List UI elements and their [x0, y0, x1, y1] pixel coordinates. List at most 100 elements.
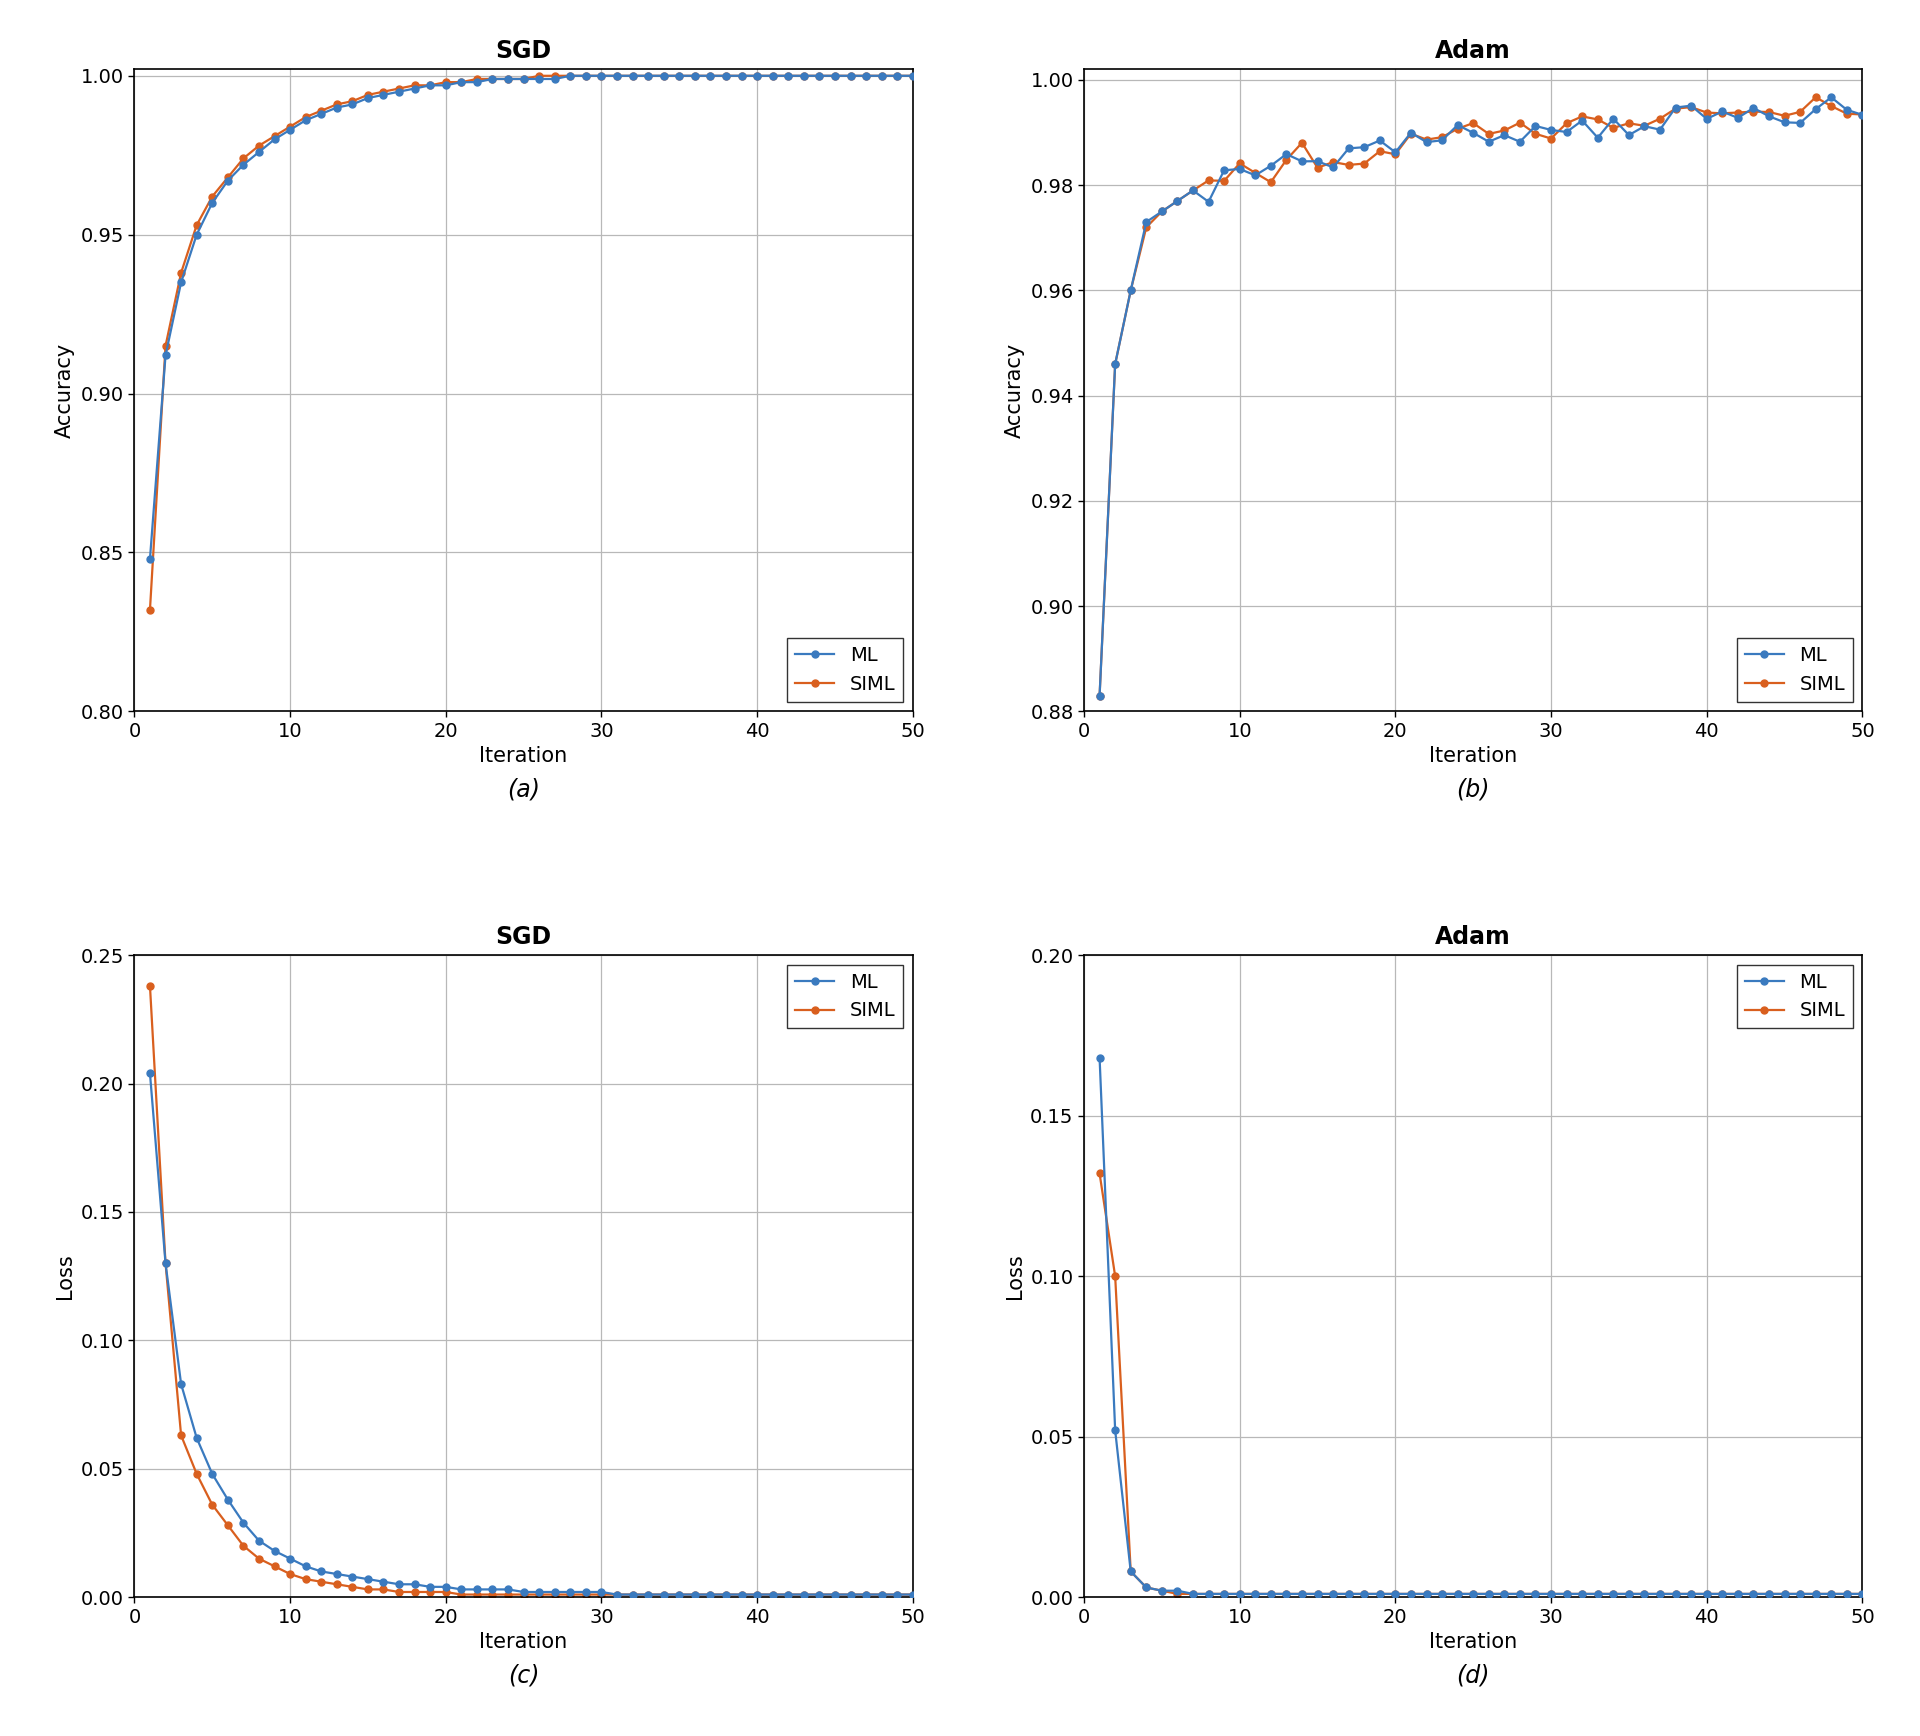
SIML	[1430, 127, 1453, 148]
SIML	[808, 1585, 831, 1606]
SIML	[1789, 101, 1812, 122]
Text: (c): (c)	[507, 1663, 540, 1687]
ML	[1836, 1583, 1859, 1604]
ML	[528, 68, 551, 89]
SIML	[1400, 1583, 1423, 1604]
ML	[465, 1580, 488, 1601]
SIML	[309, 1571, 332, 1592]
ML	[1836, 99, 1859, 120]
Title: SGD: SGD	[495, 925, 551, 950]
SIML	[1757, 1583, 1780, 1604]
Line: ML: ML	[146, 73, 916, 562]
ML	[1789, 1583, 1812, 1604]
Y-axis label: Loss: Loss	[56, 1253, 75, 1299]
ML	[1306, 1583, 1329, 1604]
ML	[1229, 1583, 1252, 1604]
SIML	[1150, 201, 1173, 222]
ML	[1336, 1583, 1359, 1604]
ML	[1571, 109, 1594, 130]
ML	[900, 1585, 924, 1606]
ML	[668, 66, 691, 87]
ML	[232, 155, 255, 175]
ML	[480, 68, 503, 89]
SIML	[403, 75, 426, 95]
X-axis label: Iteration: Iteration	[1428, 1632, 1517, 1653]
SIML	[465, 1585, 488, 1606]
SIML	[372, 82, 396, 102]
ML	[1695, 1583, 1718, 1604]
ML	[839, 1585, 862, 1606]
ML	[1820, 1583, 1843, 1604]
ML	[169, 1373, 192, 1394]
SIML	[885, 66, 908, 87]
Text: (b): (b)	[1457, 778, 1490, 802]
ML	[793, 66, 816, 87]
SIML	[1336, 155, 1359, 175]
ML	[1820, 87, 1843, 108]
ML	[745, 1585, 768, 1606]
ML	[885, 66, 908, 87]
SIML	[465, 68, 488, 89]
SIML	[1524, 123, 1548, 144]
ML	[574, 66, 597, 87]
ML	[1415, 1583, 1438, 1604]
ML	[248, 142, 271, 163]
ML	[1586, 1583, 1609, 1604]
SIML	[294, 1569, 317, 1590]
SIML	[434, 1581, 457, 1602]
ML	[403, 1575, 426, 1595]
ML	[1772, 1583, 1795, 1604]
ML	[1275, 1583, 1298, 1604]
ML	[202, 193, 225, 214]
ML	[1494, 1583, 1517, 1604]
SIML	[605, 1585, 628, 1606]
SIML	[480, 1585, 503, 1606]
Title: Adam: Adam	[1436, 40, 1511, 62]
ML	[900, 66, 924, 87]
SIML	[1741, 1583, 1764, 1604]
ML	[589, 1581, 612, 1602]
SIML	[217, 1516, 240, 1536]
ML	[668, 1585, 691, 1606]
ML	[1555, 122, 1578, 142]
Text: (d): (d)	[1457, 1663, 1490, 1687]
Line: ML: ML	[146, 1069, 916, 1599]
SIML	[169, 262, 192, 283]
SIML	[1321, 1583, 1344, 1604]
SIML	[1851, 1583, 1874, 1604]
ML	[1213, 160, 1236, 181]
SIML	[1649, 108, 1672, 128]
ML	[263, 128, 286, 149]
SIML	[839, 1585, 862, 1606]
ML	[1135, 212, 1158, 233]
SIML	[309, 101, 332, 122]
SIML	[232, 1535, 255, 1555]
ML	[1601, 1583, 1624, 1604]
ML	[870, 66, 893, 87]
ML	[1601, 108, 1624, 128]
ML	[559, 66, 582, 87]
SIML	[1601, 1583, 1624, 1604]
ML	[1649, 1583, 1672, 1604]
SIML	[1244, 163, 1267, 184]
ML	[559, 1581, 582, 1602]
Line: SIML: SIML	[1096, 94, 1866, 700]
ML	[263, 1540, 286, 1561]
ML	[589, 66, 612, 87]
SIML	[202, 186, 225, 207]
Line: SIML: SIML	[146, 983, 916, 1599]
SIML	[1229, 1583, 1252, 1604]
SIML	[1726, 1583, 1749, 1604]
SIML	[1321, 151, 1344, 172]
SIML	[184, 1463, 207, 1484]
ML	[714, 66, 737, 87]
SIML	[449, 1585, 472, 1606]
SIML	[1260, 172, 1283, 193]
ML	[1369, 130, 1392, 151]
SIML	[778, 1585, 801, 1606]
ML	[808, 66, 831, 87]
SIML	[605, 66, 628, 87]
SIML	[1494, 1583, 1517, 1604]
SIML	[760, 66, 783, 87]
SIML	[1446, 118, 1469, 139]
